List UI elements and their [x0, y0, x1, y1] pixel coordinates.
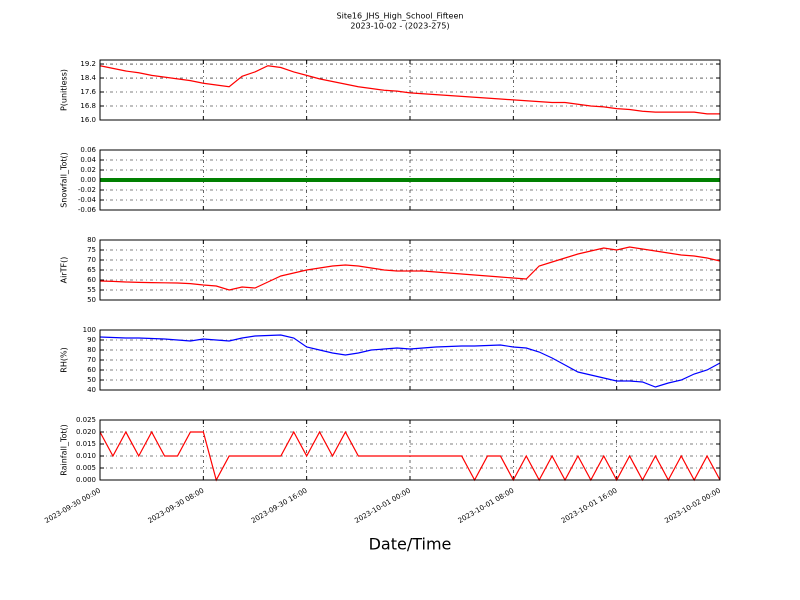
y-tick-label: 70 [87, 356, 96, 364]
y-axis-label: RH(%) [60, 347, 69, 372]
figure-title: Site16_JHS_High_School_Fifteen [337, 12, 464, 21]
y-tick-label: 60 [87, 276, 96, 284]
y-tick-label: 50 [87, 376, 96, 384]
y-tick-label: 80 [87, 346, 96, 354]
y-tick-label: 0.04 [80, 156, 96, 164]
y-tick-label: 60 [87, 366, 96, 374]
figure-subtitle: 2023-10-02 - (2023-275) [350, 22, 449, 31]
x-axis-label: Date/Time [369, 535, 452, 554]
y-axis-label: P(unitless) [60, 69, 69, 111]
y-tick-label: 0.005 [76, 464, 96, 472]
y-tick-label: 0.010 [76, 452, 96, 460]
y-tick-label: 75 [87, 246, 96, 254]
plot-frame [99, 59, 721, 121]
series-line [99, 65, 720, 115]
y-tick-label: 18.4 [80, 74, 96, 82]
y-tick-label: 90 [87, 336, 96, 344]
y-tick-label: 80 [87, 236, 96, 244]
y-tick-label: 0.025 [76, 416, 96, 424]
plot-frame [99, 329, 721, 391]
series-line [99, 246, 721, 291]
y-axis-label: Snowfall_Tot() [60, 152, 69, 208]
y-tick-label: -0.04 [78, 196, 97, 204]
y-tick-label: -0.06 [78, 206, 97, 214]
y-tick-label: 100 [83, 326, 96, 334]
plot-frame [99, 419, 721, 481]
y-tick-label: 0.02 [80, 166, 96, 174]
plot-frame [99, 239, 721, 301]
y-tick-label: 16.8 [80, 102, 96, 110]
y-tick-label: 55 [87, 286, 96, 294]
y-tick-label: 50 [87, 296, 96, 304]
y-tick-label: 0.020 [76, 428, 96, 436]
y-tick-label: 0.015 [76, 440, 96, 448]
y-tick-label: 70 [87, 256, 96, 264]
y-tick-label: 65 [87, 266, 96, 274]
y-tick-label: 19.2 [80, 60, 96, 68]
y-tick-label: 16.0 [80, 116, 96, 124]
plot-frame [99, 149, 721, 211]
y-tick-label: -0.02 [78, 186, 96, 194]
y-tick-label: 0.000 [76, 476, 96, 484]
y-tick-label: 0.00 [80, 176, 96, 184]
series-line [99, 334, 721, 388]
y-axis-label: AirTF() [60, 257, 69, 284]
y-axis-label: Rainfall_Tot() [60, 424, 69, 476]
y-tick-label: 40 [87, 386, 96, 394]
y-tick-label: 17.6 [80, 88, 96, 96]
y-tick-label: 0.06 [80, 146, 96, 154]
